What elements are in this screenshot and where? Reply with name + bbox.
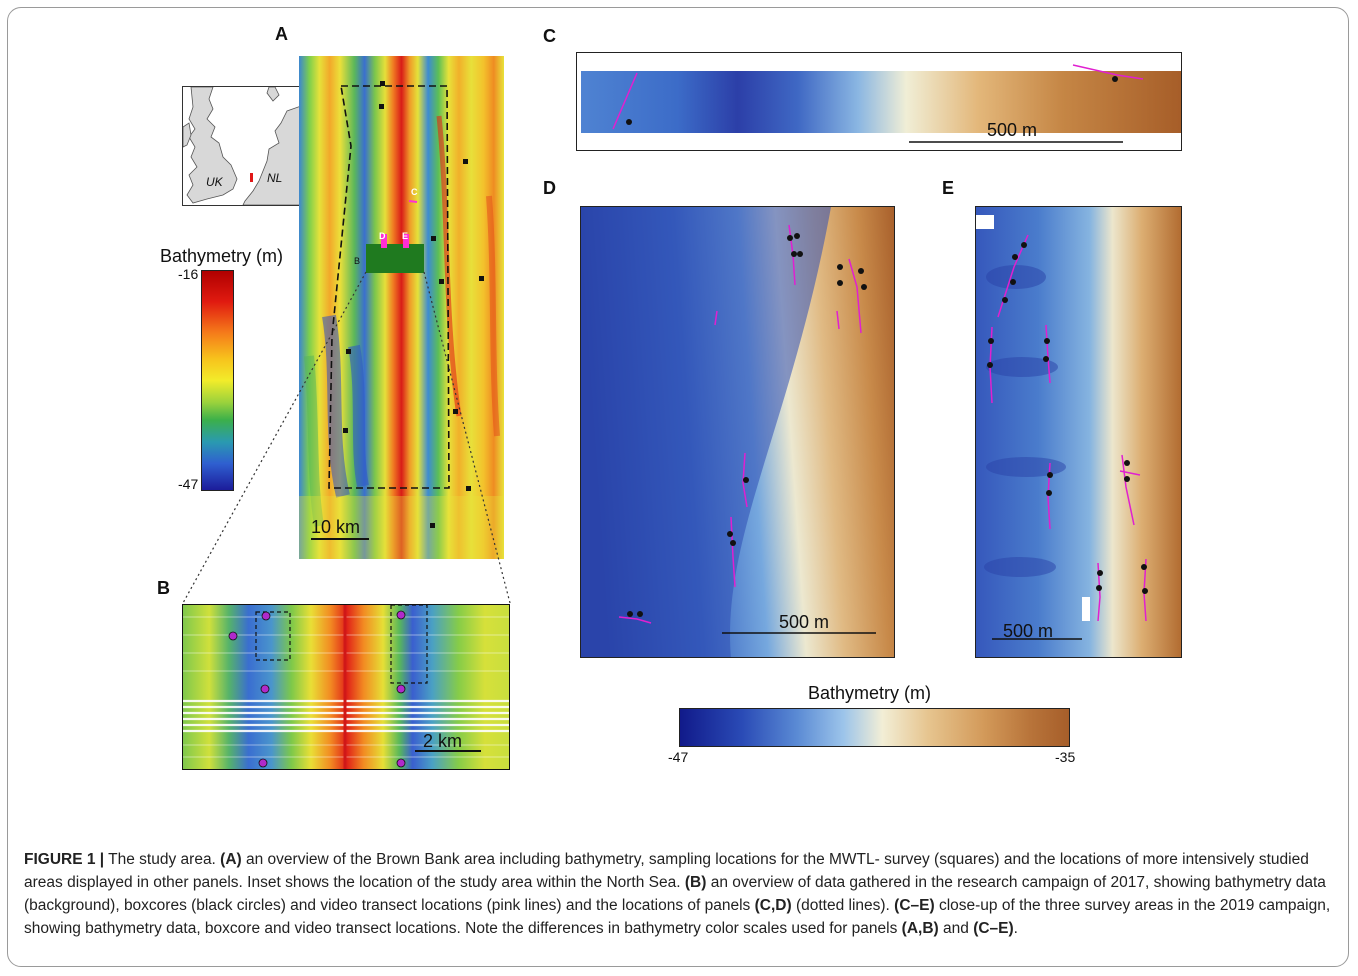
inset-nl-label: NL <box>267 171 282 185</box>
caption-ce-label: (C–E) <box>894 897 935 914</box>
figure-frame <box>7 7 1349 967</box>
inset-uk-label: UK <box>206 175 224 189</box>
panel-label-a: A <box>275 24 288 44</box>
caption-a-label: (A) <box>220 851 242 868</box>
caption-ce-label-2: (C–E) <box>973 920 1014 937</box>
caption-and-text: and <box>938 920 974 937</box>
caption-b-label: (B) <box>684 874 707 891</box>
colorbar-ce-max: -35 <box>1055 749 1076 765</box>
caption-ab-label: (A,B) <box>901 920 939 937</box>
area-label-c: C <box>411 187 418 197</box>
colorbar-a-title: Bathymetry (m) <box>160 246 284 266</box>
colorbar-ce <box>679 708 1070 747</box>
colorbar-a <box>201 270 234 491</box>
figure-caption: FIGURE 1 | The study area. (A) an overvi… <box>24 848 1334 940</box>
boxcores-e <box>987 242 1148 594</box>
panel-label-e: E <box>942 178 955 198</box>
caption-cd-text: (dotted lines). <box>791 897 895 914</box>
area-label-d: D <box>379 231 386 241</box>
colorbar-a-max: -16 <box>178 266 199 282</box>
bathymetry-map-e: 500 m <box>975 206 1182 658</box>
caption-end-text: . <box>1013 920 1018 937</box>
boxcores-d <box>627 233 867 617</box>
bathymetry-map-e-svg <box>976 207 1181 657</box>
caption-intro: The study area. <box>104 851 221 868</box>
caption-figure-number: FIGURE 1 | <box>24 851 105 868</box>
scale-bar-a: 10 km <box>311 517 361 537</box>
inset-map-shapes: UK NL <box>183 87 304 205</box>
bathymetry-map-d-svg <box>581 207 894 657</box>
area-label-e: E <box>402 231 408 241</box>
bathymetry-map-c-svg <box>581 64 1181 143</box>
mwtl-sampling-squares <box>343 81 484 528</box>
panel-label-c: C <box>543 26 556 46</box>
scale-bar-c: 500 m <box>987 120 1038 140</box>
boxcore-markers-b <box>228 610 406 768</box>
bathymetry-map-a-svg: B D E C <box>299 56 504 559</box>
bathymetry-map-a: B D E C 10 km <box>299 56 504 559</box>
colorbar-ce-min: -47 <box>668 749 689 765</box>
caption-a-text: an overview of the Brown Bank area inclu… <box>24 851 1309 891</box>
panel-label-d: D <box>543 178 556 198</box>
area-label-b: B <box>354 256 360 266</box>
bathymetry-map-b-svg <box>183 605 509 769</box>
caption-b-text: an overview of data gathered in the rese… <box>24 874 1326 914</box>
colorbar-ce-title: Bathymetry (m) <box>808 683 932 703</box>
bathymetry-map-d: 500 m <box>580 206 895 658</box>
bathymetry-map-b: 2 km <box>182 604 510 770</box>
caption-ce-text: close-up of the three survey areas in th… <box>24 897 1331 937</box>
panel-label-b: B <box>157 578 170 598</box>
caption-cd-label: (C,D) <box>754 897 792 914</box>
inset-map: UK NL <box>182 86 305 206</box>
scale-bar-d: 500 m <box>779 612 830 632</box>
bathymetry-map-c: 500 m <box>576 52 1182 151</box>
scale-bar-e: 500 m <box>1003 621 1054 641</box>
scale-bar-b: 2 km <box>423 731 463 751</box>
colorbar-a-min: -47 <box>178 476 199 492</box>
